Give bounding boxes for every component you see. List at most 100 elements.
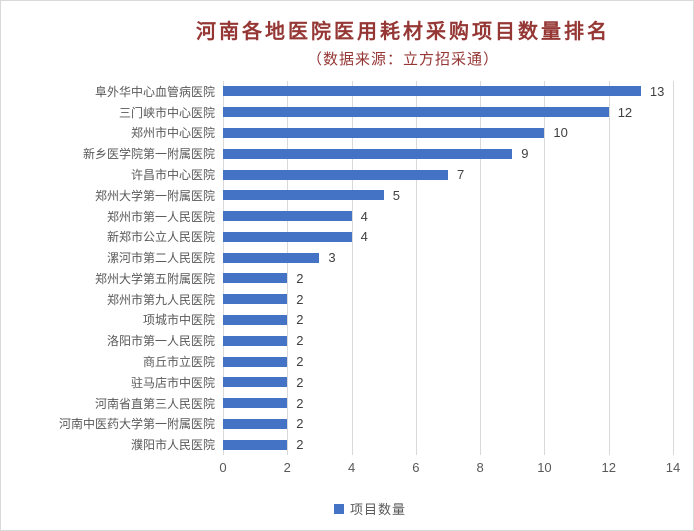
bar-row: 商丘市立医院 2 xyxy=(1,351,693,372)
bar-row: 新郑市公立人民医院 4 xyxy=(1,226,693,247)
x-tick-label: 8 xyxy=(476,460,484,475)
value-label: 2 xyxy=(296,354,304,370)
category-label: 河南省直第三人民医院 xyxy=(94,396,215,411)
chart-title: 河南各地医院医用耗材采购项目数量排名 xyxy=(196,21,610,43)
x-tick-label: 10 xyxy=(537,460,552,475)
category-label: 三门峡市中心医院 xyxy=(118,105,215,120)
category-label: 郑州大学第一附属医院 xyxy=(94,188,215,203)
bar-row: 许昌市中心医院 7 xyxy=(1,164,693,185)
bar-row: 河南中医药大学第一附属医院 2 xyxy=(1,414,693,435)
category-label: 驻马店市中医院 xyxy=(130,375,215,390)
category-label: 新郑市公立人民医院 xyxy=(106,230,215,245)
category-label: 新乡医学院第一附属医院 xyxy=(82,147,215,162)
bar xyxy=(223,398,288,409)
bar-track: 2 xyxy=(223,414,673,435)
value-label: 10 xyxy=(553,125,568,141)
bar xyxy=(223,169,448,180)
category-label: 郑州市中心医院 xyxy=(130,126,215,141)
bar xyxy=(223,418,288,429)
value-label: 12 xyxy=(617,104,633,120)
category-label: 阜外华中心血管病医院 xyxy=(94,84,215,99)
gridline xyxy=(480,81,482,455)
bar-track: 7 xyxy=(223,164,673,185)
bar-row: 河南省直第三人民医院 2 xyxy=(1,393,693,414)
bar xyxy=(223,148,513,159)
x-tick-label: 0 xyxy=(219,460,227,475)
bar-track: 2 xyxy=(223,289,673,310)
legend-label: 项目数量 xyxy=(349,502,406,517)
value-label: 2 xyxy=(296,312,304,328)
bar xyxy=(223,252,320,263)
bar-track: 4 xyxy=(223,206,673,227)
category-label: 项城市中医院 xyxy=(142,313,215,328)
x-tick-label: 14 xyxy=(665,460,681,475)
bar-row: 驻马店市中医院 2 xyxy=(1,372,693,393)
bar xyxy=(223,356,288,367)
value-label: 2 xyxy=(296,333,304,349)
bar-track: 5 xyxy=(223,185,673,206)
bar-track: 10 xyxy=(223,123,673,144)
bar-row: 三门峡市中心医院 12 xyxy=(1,102,693,123)
bar xyxy=(223,107,609,118)
category-label: 郑州大学第五附属医院 xyxy=(94,271,215,286)
gridline xyxy=(223,81,224,455)
value-label: 3 xyxy=(328,250,336,266)
gridline xyxy=(673,81,674,455)
chart-subtitle: （数据来源：立方招采通） xyxy=(306,51,499,68)
bar xyxy=(223,294,288,305)
bar-track: 2 xyxy=(223,268,673,289)
value-label: 7 xyxy=(457,167,465,183)
category-label: 濮阳市人民医院 xyxy=(130,438,215,453)
value-label: 2 xyxy=(296,270,304,286)
value-label: 2 xyxy=(296,437,304,453)
value-label: 9 xyxy=(521,146,529,162)
category-label: 郑州市第一人民医院 xyxy=(106,209,215,224)
value-label: 2 xyxy=(296,416,304,432)
bar-track: 9 xyxy=(223,143,673,164)
grid-layer xyxy=(223,81,674,455)
legend: 项目数量 xyxy=(1,499,693,518)
value-label: 4 xyxy=(360,208,368,224)
bar-track: 2 xyxy=(223,434,673,455)
bar-row: 濮阳市人民医院 2 xyxy=(1,434,693,455)
bar-row: 漯河市第二人民医院 3 xyxy=(1,247,693,268)
gridline xyxy=(287,81,289,455)
category-label: 郑州市第九人民医院 xyxy=(106,292,215,307)
bar xyxy=(223,314,288,325)
gridline xyxy=(415,81,417,455)
bar-track: 2 xyxy=(223,310,673,331)
category-label: 洛阳市第一人民医院 xyxy=(106,334,215,349)
x-tick-label: 2 xyxy=(283,460,291,475)
plot-area: 阜外华中心血管病医院 13 三门峡市中心医院 12 郑州市中心医院 10 新乡医学院第一附属… xyxy=(1,81,693,455)
category-label: 漯河市第二人民医院 xyxy=(106,251,215,266)
bar xyxy=(223,377,288,388)
x-tick-label: 12 xyxy=(601,460,616,475)
bar-rows: 阜外华中心血管病医院 13 三门峡市中心医院 12 郑州市中心医院 10 新乡医学院第一附属… xyxy=(1,81,693,455)
category-label: 许昌市中心医院 xyxy=(130,168,215,183)
bar xyxy=(223,86,641,97)
bar xyxy=(223,335,288,346)
bar-track: 13 xyxy=(223,81,673,102)
bar xyxy=(223,211,352,222)
gridline xyxy=(608,81,610,455)
bar-row: 项城市中医院 2 xyxy=(1,310,693,331)
bar xyxy=(223,231,352,242)
bar xyxy=(223,273,288,284)
value-label: 2 xyxy=(296,374,304,390)
bar xyxy=(223,127,545,138)
bar-row: 郑州市第九人民医院 2 xyxy=(1,289,693,310)
bar-row: 洛阳市第一人民医院 2 xyxy=(1,330,693,351)
bar-track: 3 xyxy=(223,247,673,268)
bar-row: 郑州大学第一附属医院 5 xyxy=(1,185,693,206)
bar-track: 12 xyxy=(223,102,673,123)
bar-row: 郑州大学第五附属医院 2 xyxy=(1,268,693,289)
bar-track: 2 xyxy=(223,372,673,393)
bar xyxy=(223,190,384,201)
bar-track: 2 xyxy=(223,351,673,372)
value-label: 13 xyxy=(649,83,665,99)
x-tick-label: 6 xyxy=(412,460,420,475)
value-label: 4 xyxy=(360,229,368,245)
value-label: 5 xyxy=(392,187,400,203)
category-label: 河南中医药大学第一附属医院 xyxy=(58,417,215,432)
